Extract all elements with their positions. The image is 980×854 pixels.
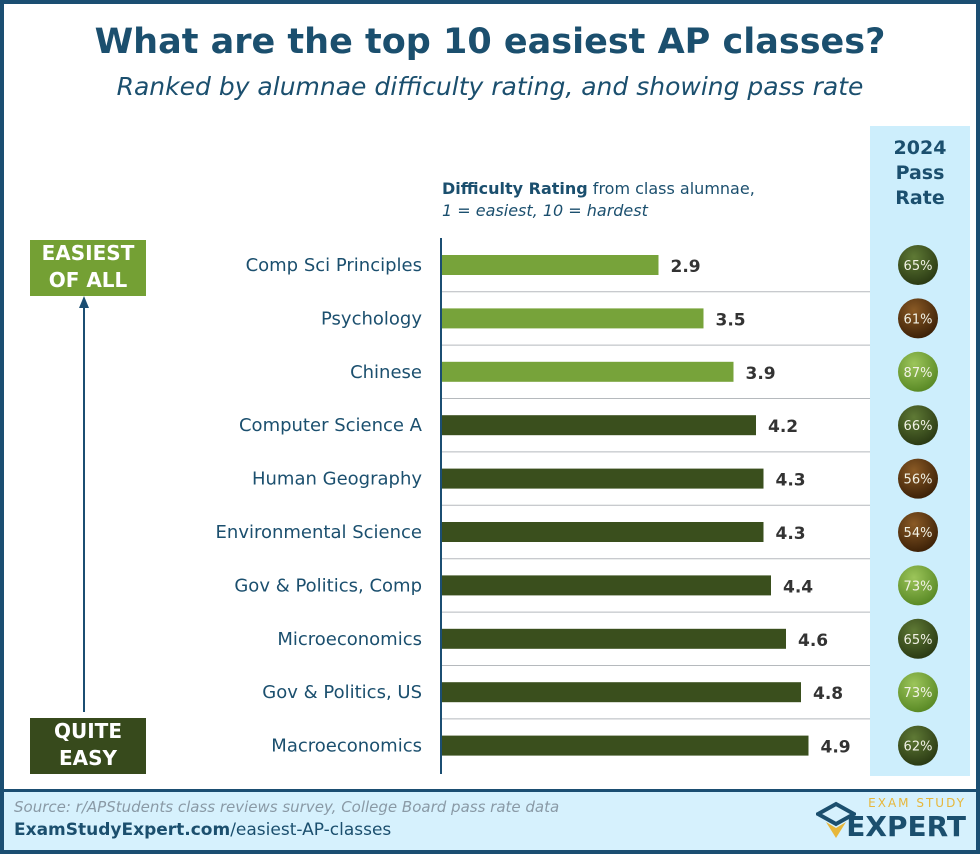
bar [441, 361, 734, 382]
source-note: Source: r/APStudents class reviews surve… [14, 798, 560, 816]
quite-easy-label: QUITE EASY [30, 718, 146, 774]
data-label: 4.3 [776, 471, 806, 491]
legend-bold: Difficulty Rating [442, 179, 588, 198]
pass-rate-label: 65% [904, 259, 933, 274]
pass-rate-column [870, 126, 970, 776]
bar [441, 308, 704, 329]
bar [441, 522, 764, 542]
data-label: 3.9 [746, 364, 776, 384]
pass-rate-label: 56% [904, 473, 933, 488]
pass-rate-badge [898, 512, 938, 552]
data-label: 4.6 [798, 631, 828, 651]
bar [441, 682, 801, 703]
source-url[interactable]: ExamStudyExpert.com/easiest-AP-classes [14, 820, 391, 840]
category-label: Human Geography [252, 469, 422, 490]
data-label: 4.8 [813, 684, 843, 704]
pass-rate-badge [898, 245, 938, 285]
chart-title: What are the top 10 easiest AP classes? [94, 22, 886, 62]
category-label: Macroeconomics [271, 736, 422, 757]
pass-rate-label: 62% [904, 740, 933, 755]
logo-top-text: EXAM STUDY [868, 796, 966, 810]
category-label: Environmental Science [216, 522, 422, 543]
label-line: OF ALL [48, 268, 128, 292]
pass-header-line: Pass [895, 162, 945, 184]
data-label: 3.5 [716, 310, 746, 330]
arrow-up-icon [79, 296, 89, 308]
graduation-cap-icon [816, 801, 856, 838]
data-label: 2.9 [671, 257, 701, 277]
category-label: Comp Sci Principles [246, 255, 422, 276]
easiest-label: EASIEST OF ALL [30, 240, 146, 296]
bar [441, 415, 756, 436]
footer: Source: r/APStudents class reviews surve… [4, 789, 976, 850]
data-label: 4.9 [821, 738, 851, 758]
pass-rate-badge [898, 672, 938, 713]
pass-rate-badge [898, 618, 938, 659]
logo-bottom-text: EXPERT [846, 810, 966, 843]
label-line: EASY [58, 746, 118, 770]
bar [441, 735, 809, 756]
data-label: 4.2 [768, 417, 798, 437]
pass-rate-label: 87% [904, 366, 933, 381]
label-line: QUITE [54, 719, 122, 743]
pass-rate-label: 73% [904, 579, 933, 594]
chart-subtitle: Ranked by alumnae difficulty rating, and… [116, 72, 864, 101]
pass-rate-label: 73% [904, 686, 933, 701]
pass-header-line: 2024 [893, 137, 947, 159]
axis-legend: Difficulty Rating from class alumnae, 1 … [442, 178, 755, 222]
bar [441, 255, 659, 275]
legend-scale: 1 = easiest, 10 = hardest [442, 201, 648, 220]
data-label: 4.3 [776, 524, 806, 544]
category-label: Gov & Politics, Comp [234, 575, 422, 596]
pass-rate-badge [898, 405, 938, 446]
pass-rate-badge [898, 298, 938, 339]
bar [441, 628, 786, 649]
category-label: Chinese [350, 362, 422, 383]
url-domain: ExamStudyExpert.com [14, 820, 231, 840]
bar [441, 468, 764, 489]
category-label: Psychology [321, 308, 422, 329]
category-label: Gov & Politics, US [262, 682, 422, 703]
bar-chart: Comp Sci Principles 2.9 65% Psychology 3.5 61… [79, 238, 938, 774]
pass-rate-badge [898, 351, 938, 392]
bar [441, 575, 771, 596]
exam-study-expert-logo: EXAM STUDY EXPERT [816, 796, 966, 844]
category-label: Microeconomics [277, 629, 422, 650]
label-line: EASIEST [41, 241, 135, 265]
url-path: /easiest-AP-classes [230, 820, 392, 840]
data-label: 4.4 [783, 577, 813, 597]
pass-rate-label: 54% [904, 526, 933, 541]
pass-rate-label: 65% [904, 633, 933, 648]
pass-rate-badge [898, 725, 938, 766]
pass-header-line: Rate [895, 187, 945, 209]
pass-rate-label: 61% [904, 312, 933, 327]
pass-rate-label: 66% [904, 419, 933, 434]
pass-rate-badge [898, 458, 938, 499]
legend-rest: from class alumnae, [587, 179, 755, 198]
pass-rate-badge [898, 565, 938, 606]
category-label: Computer Science A [239, 415, 423, 436]
pass-rate-header: 2024 Pass Rate [870, 136, 970, 211]
